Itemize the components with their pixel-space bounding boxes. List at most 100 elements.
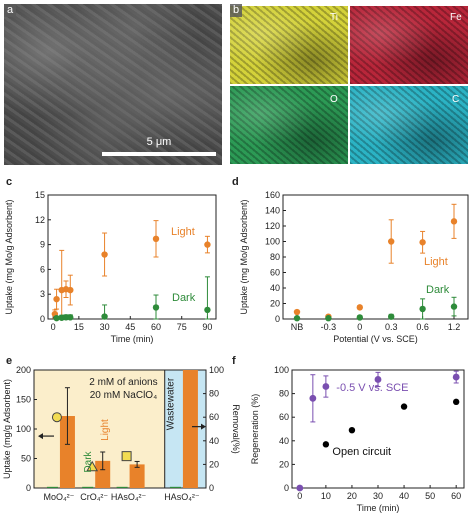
chart-e-y2label: Removal(%) bbox=[231, 404, 241, 454]
chart-c-ytick-label: 3 bbox=[40, 289, 45, 299]
chart-e-ytick-label: 50 bbox=[21, 454, 31, 464]
chart-d-xtick-label: -0.3 bbox=[321, 322, 337, 332]
chart-e-bar-light bbox=[182, 370, 198, 488]
chart-c-annotation-light: Light bbox=[171, 226, 195, 238]
chart-d-ylabel: Uptake (mg Mo/g Adsorbent) bbox=[239, 199, 249, 314]
chart-c-ylabel: Uptake (mg Mo/g Adsorbent) bbox=[4, 199, 14, 314]
chart-e-y2tick-label: 100 bbox=[209, 365, 224, 375]
chart-e-bar-dark bbox=[169, 486, 181, 488]
chart-c-point-dark bbox=[101, 313, 108, 320]
chart-d-point-dark bbox=[293, 315, 301, 322]
chart-d-point-light bbox=[419, 239, 426, 246]
chart-e-bar-light bbox=[129, 464, 145, 488]
chart-f-xtick-label: 20 bbox=[347, 491, 357, 501]
chart-e-ytick-label: 200 bbox=[16, 365, 31, 375]
chart-e-y2tick-label: 40 bbox=[209, 436, 219, 446]
chart-f-point-black bbox=[322, 441, 330, 448]
chart-f-ytick-label: 80 bbox=[279, 389, 289, 399]
chart-f-xtick-label: 10 bbox=[321, 491, 331, 501]
chart-e-xtick-label: MoO₄²⁻ bbox=[43, 492, 74, 502]
chart-d-ytick-label: 140 bbox=[265, 206, 280, 216]
chart-f-xtick-label: 30 bbox=[373, 491, 383, 501]
chart-e-annotation-naclo4: 20 mM NaClO₄ bbox=[90, 390, 157, 401]
chart-d-point-light bbox=[293, 308, 301, 316]
chart-d-point-dark bbox=[388, 313, 395, 320]
scale-bar-label: 5 μm bbox=[146, 136, 172, 148]
chart-f-point-purple bbox=[322, 383, 330, 390]
chart-d-point-dark bbox=[325, 315, 332, 322]
chart-d-ytick-label: 40 bbox=[270, 283, 280, 293]
chart-c-ytick-label: 12 bbox=[35, 215, 45, 225]
chart-e-removal-triangle bbox=[86, 460, 99, 472]
eds-map-c bbox=[350, 86, 468, 164]
chart-d-xtick-label: 0.3 bbox=[385, 322, 398, 332]
chart-c-xtick-label: 75 bbox=[177, 322, 187, 332]
chart-c-xtick-label: 90 bbox=[202, 322, 212, 332]
chart-f-point-black bbox=[400, 403, 408, 410]
chart-d-point-light bbox=[388, 238, 395, 245]
chart-c-point-dark bbox=[152, 304, 160, 311]
chart-c-point-light bbox=[204, 241, 211, 248]
chart-d-xtick-label: NB bbox=[291, 322, 304, 332]
chart-c-ytick-label: 9 bbox=[40, 240, 45, 250]
chart-f-ytick-label: 40 bbox=[279, 436, 289, 446]
chart-f-annotation-open-circuit: Open circuit bbox=[332, 446, 391, 458]
chart-f-point-black bbox=[348, 426, 356, 434]
chart-d-point-light bbox=[356, 304, 363, 311]
chart-c-frame bbox=[47, 194, 217, 320]
chart-c-xlabel: Time (min) bbox=[111, 334, 154, 344]
chart-f-xtick-label: 40 bbox=[399, 491, 409, 501]
chart-e-annotation-wastewater: Wastewater bbox=[166, 377, 177, 430]
chart-e-y2tick-label: 60 bbox=[209, 412, 219, 422]
chart-e-bar-light bbox=[59, 416, 75, 488]
chart-d-point-light bbox=[450, 218, 458, 225]
chart-d-point-dark bbox=[419, 305, 426, 313]
chart-e-ytick-label: 150 bbox=[16, 395, 31, 405]
chart-e-annotation-anions: 2 mM of anions bbox=[89, 377, 157, 388]
panel-label-f: f bbox=[232, 355, 236, 367]
chart-d-ytick-label: 120 bbox=[265, 221, 280, 231]
chart-d-ytick-label: 160 bbox=[265, 190, 280, 200]
chart-e-ytick-label: 0 bbox=[26, 483, 31, 493]
chart-f-ylabel: Regeneration (%) bbox=[250, 394, 260, 465]
chart-e-bar-dark bbox=[116, 486, 128, 488]
chart-c-point-light bbox=[101, 251, 108, 258]
chart-e-ytick-label: 100 bbox=[16, 424, 31, 434]
chart-e-y2tick-label: 20 bbox=[209, 459, 219, 469]
chart-c-xtick-label: 60 bbox=[151, 322, 161, 332]
map-label-ti: Ti bbox=[330, 12, 338, 23]
chart-d-xtick-label: 0.6 bbox=[416, 322, 429, 332]
chart-c-point-dark bbox=[204, 306, 211, 314]
map-label-fe: Fe bbox=[450, 12, 462, 23]
chart-f-ytick-label: 100 bbox=[274, 365, 289, 375]
chart-f-xlabel: Time (min) bbox=[357, 503, 400, 513]
chart-c-point-light bbox=[53, 295, 60, 303]
chart-d-xlabel: Potential (V vs. SCE) bbox=[333, 334, 418, 344]
chart-d-point-dark bbox=[450, 303, 458, 310]
chart-c-xtick-label: 30 bbox=[100, 322, 110, 332]
chart-d-point-dark bbox=[356, 314, 363, 321]
panel-label-b: b bbox=[230, 4, 243, 17]
chart-e-bar-light bbox=[95, 460, 111, 488]
chart-d-xtick-label: 0 bbox=[357, 322, 362, 332]
chart-f-point-purple bbox=[374, 376, 382, 383]
sem-image bbox=[4, 4, 222, 165]
chart-e-y2tick-label: 0 bbox=[209, 483, 214, 493]
chart-d-ytick-label: 20 bbox=[270, 299, 280, 309]
panel-label-d: d bbox=[232, 176, 239, 188]
chart-d-ytick-label: 100 bbox=[265, 237, 280, 247]
chart-f-point-purple bbox=[296, 484, 304, 492]
chart-e-annotation-dark: Dark bbox=[83, 450, 94, 472]
eds-map-ti bbox=[230, 6, 348, 84]
chart-c-xtick-label: 15 bbox=[74, 322, 84, 332]
chart-d-xtick-label: 1.2 bbox=[448, 322, 461, 332]
chart-c-ytick-label: 6 bbox=[40, 264, 45, 274]
chart-e-ylabel: Uptake (mg/g Adsorbent) bbox=[2, 379, 12, 479]
chart-e-arrowhead-right bbox=[201, 423, 206, 430]
chart-f-point-purple bbox=[309, 394, 317, 402]
chart-c-annotation-dark: Dark bbox=[172, 292, 196, 304]
chart-d-annotation-light: Light bbox=[424, 256, 448, 268]
chart-c-ytick-label: 0 bbox=[40, 314, 45, 324]
chart-d-ytick-label: 0 bbox=[275, 314, 280, 324]
